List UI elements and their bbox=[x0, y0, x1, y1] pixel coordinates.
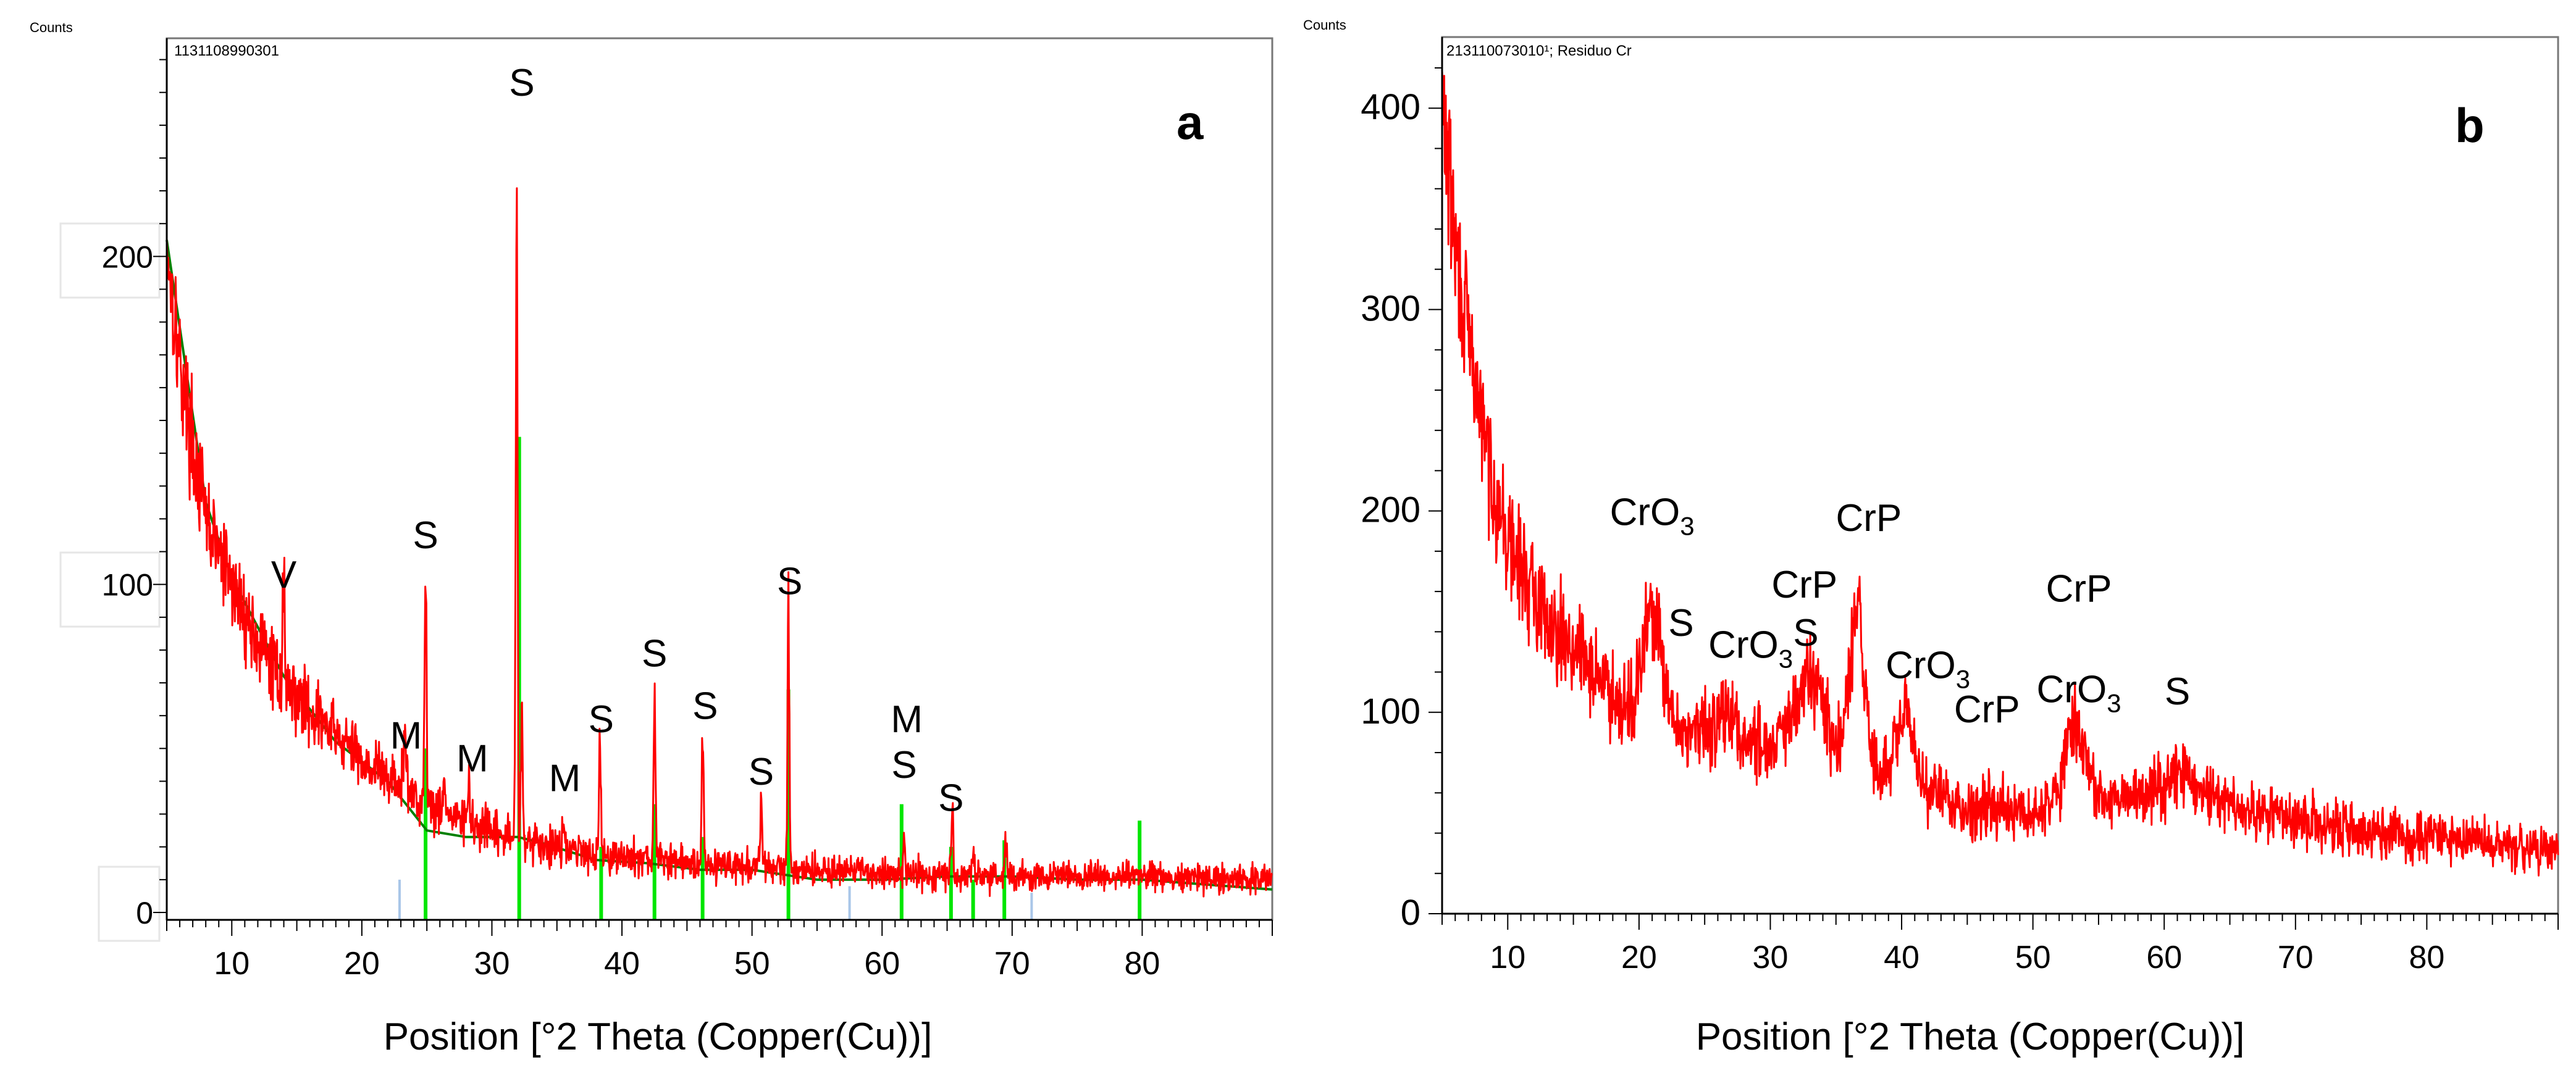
x-tick-label: 80 bbox=[1124, 946, 1160, 982]
x-tick-label: 60 bbox=[2146, 940, 2182, 975]
peak-label: CrO3 bbox=[2037, 669, 2121, 718]
peak-label: S bbox=[589, 698, 614, 741]
panel-a-x-axis-title: Position [°2 Theta (Copper(Cu))] bbox=[384, 1016, 933, 1058]
panel-a-reference-lines bbox=[424, 436, 1142, 920]
peak-label: CrP bbox=[1954, 688, 2020, 731]
peak-label: S bbox=[509, 62, 534, 104]
panel-a-label: a bbox=[1177, 95, 1204, 149]
peak-label: CrP bbox=[1836, 497, 1902, 540]
x-tick-label: 50 bbox=[734, 946, 770, 982]
y-tick-label: 100 bbox=[1361, 691, 1420, 732]
x-tick-label: 20 bbox=[1621, 940, 1657, 975]
peak-label: M bbox=[549, 757, 581, 799]
panel-a-axes: 10 20 30 40 50 60 70 80 0 100 200 bbox=[102, 38, 1273, 982]
x-tick-label: 20 bbox=[344, 946, 380, 982]
y-tick-label: 0 bbox=[136, 896, 153, 930]
peak-label: S bbox=[1668, 602, 1693, 645]
y-tick-label: 100 bbox=[102, 568, 153, 603]
panel-b-counts-label: Counts bbox=[1303, 17, 1346, 33]
panel-b: Counts 213110073010¹; Residuo Cr b CrO3S… bbox=[1303, 17, 2559, 1058]
panel-a-plot-area bbox=[166, 37, 1273, 921]
peak-label: S bbox=[777, 561, 802, 603]
panel-b-header: 213110073010¹; Residuo Cr bbox=[1446, 43, 1632, 59]
x-tick-label: 50 bbox=[2015, 940, 2051, 975]
peak-label: S bbox=[891, 744, 917, 787]
x-tick-label: 60 bbox=[864, 946, 900, 982]
peak-label: S bbox=[1793, 612, 1818, 654]
peak-label: S bbox=[413, 514, 438, 557]
x-tick-label: 40 bbox=[604, 946, 640, 982]
x-tick-label: 10 bbox=[214, 946, 250, 982]
y-tick-label: 200 bbox=[102, 240, 153, 274]
panel-a-counts-label: Counts bbox=[30, 20, 73, 35]
peak-label: S bbox=[692, 685, 718, 728]
peak-label: S bbox=[2165, 670, 2190, 713]
peak-label: V bbox=[271, 554, 297, 596]
y-tick-label: 200 bbox=[1361, 490, 1420, 530]
panel-a-header: 1131108990301 bbox=[174, 43, 279, 59]
panel-b-label: b bbox=[2455, 98, 2485, 152]
panel-b-axes: 10 20 30 40 50 60 70 80 0 100 200 300 400 bbox=[1361, 37, 2559, 975]
peak-label: CrO3 bbox=[1708, 624, 1793, 674]
x-tick-label: 80 bbox=[2409, 940, 2444, 975]
peak-label: S bbox=[642, 633, 667, 675]
x-tick-label: 10 bbox=[1490, 940, 1525, 975]
y-tick-label: 0 bbox=[1401, 893, 1420, 933]
x-tick-label: 30 bbox=[1753, 940, 1789, 975]
x-tick-label: 70 bbox=[2278, 940, 2314, 975]
peak-label: M bbox=[891, 698, 923, 741]
peak-label: CrP bbox=[1771, 564, 1837, 606]
panel-a-minor-reference-lines bbox=[398, 879, 1033, 920]
panel-b-plot-area bbox=[1441, 36, 2559, 915]
y-tick-label: 400 bbox=[1361, 87, 1420, 127]
peak-label: M bbox=[390, 714, 422, 757]
panel-b-xrd-pattern bbox=[1441, 70, 2559, 877]
peak-label: CrP bbox=[2046, 567, 2112, 610]
panel-a-xrd-pattern bbox=[166, 187, 1273, 898]
x-tick-label: 70 bbox=[994, 946, 1030, 982]
peak-label: S bbox=[938, 777, 963, 819]
panel-b-x-axis-title: Position [°2 Theta (Copper(Cu))] bbox=[1696, 1016, 2245, 1058]
peak-label: S bbox=[749, 751, 774, 793]
x-tick-label: 40 bbox=[1884, 940, 1919, 975]
x-tick-label: 30 bbox=[474, 946, 510, 982]
peak-label: CrO3 bbox=[1886, 644, 1970, 693]
peak-label: CrO3 bbox=[1610, 491, 1695, 540]
y-tick-label: 300 bbox=[1361, 288, 1420, 328]
peak-label: M bbox=[456, 738, 489, 780]
